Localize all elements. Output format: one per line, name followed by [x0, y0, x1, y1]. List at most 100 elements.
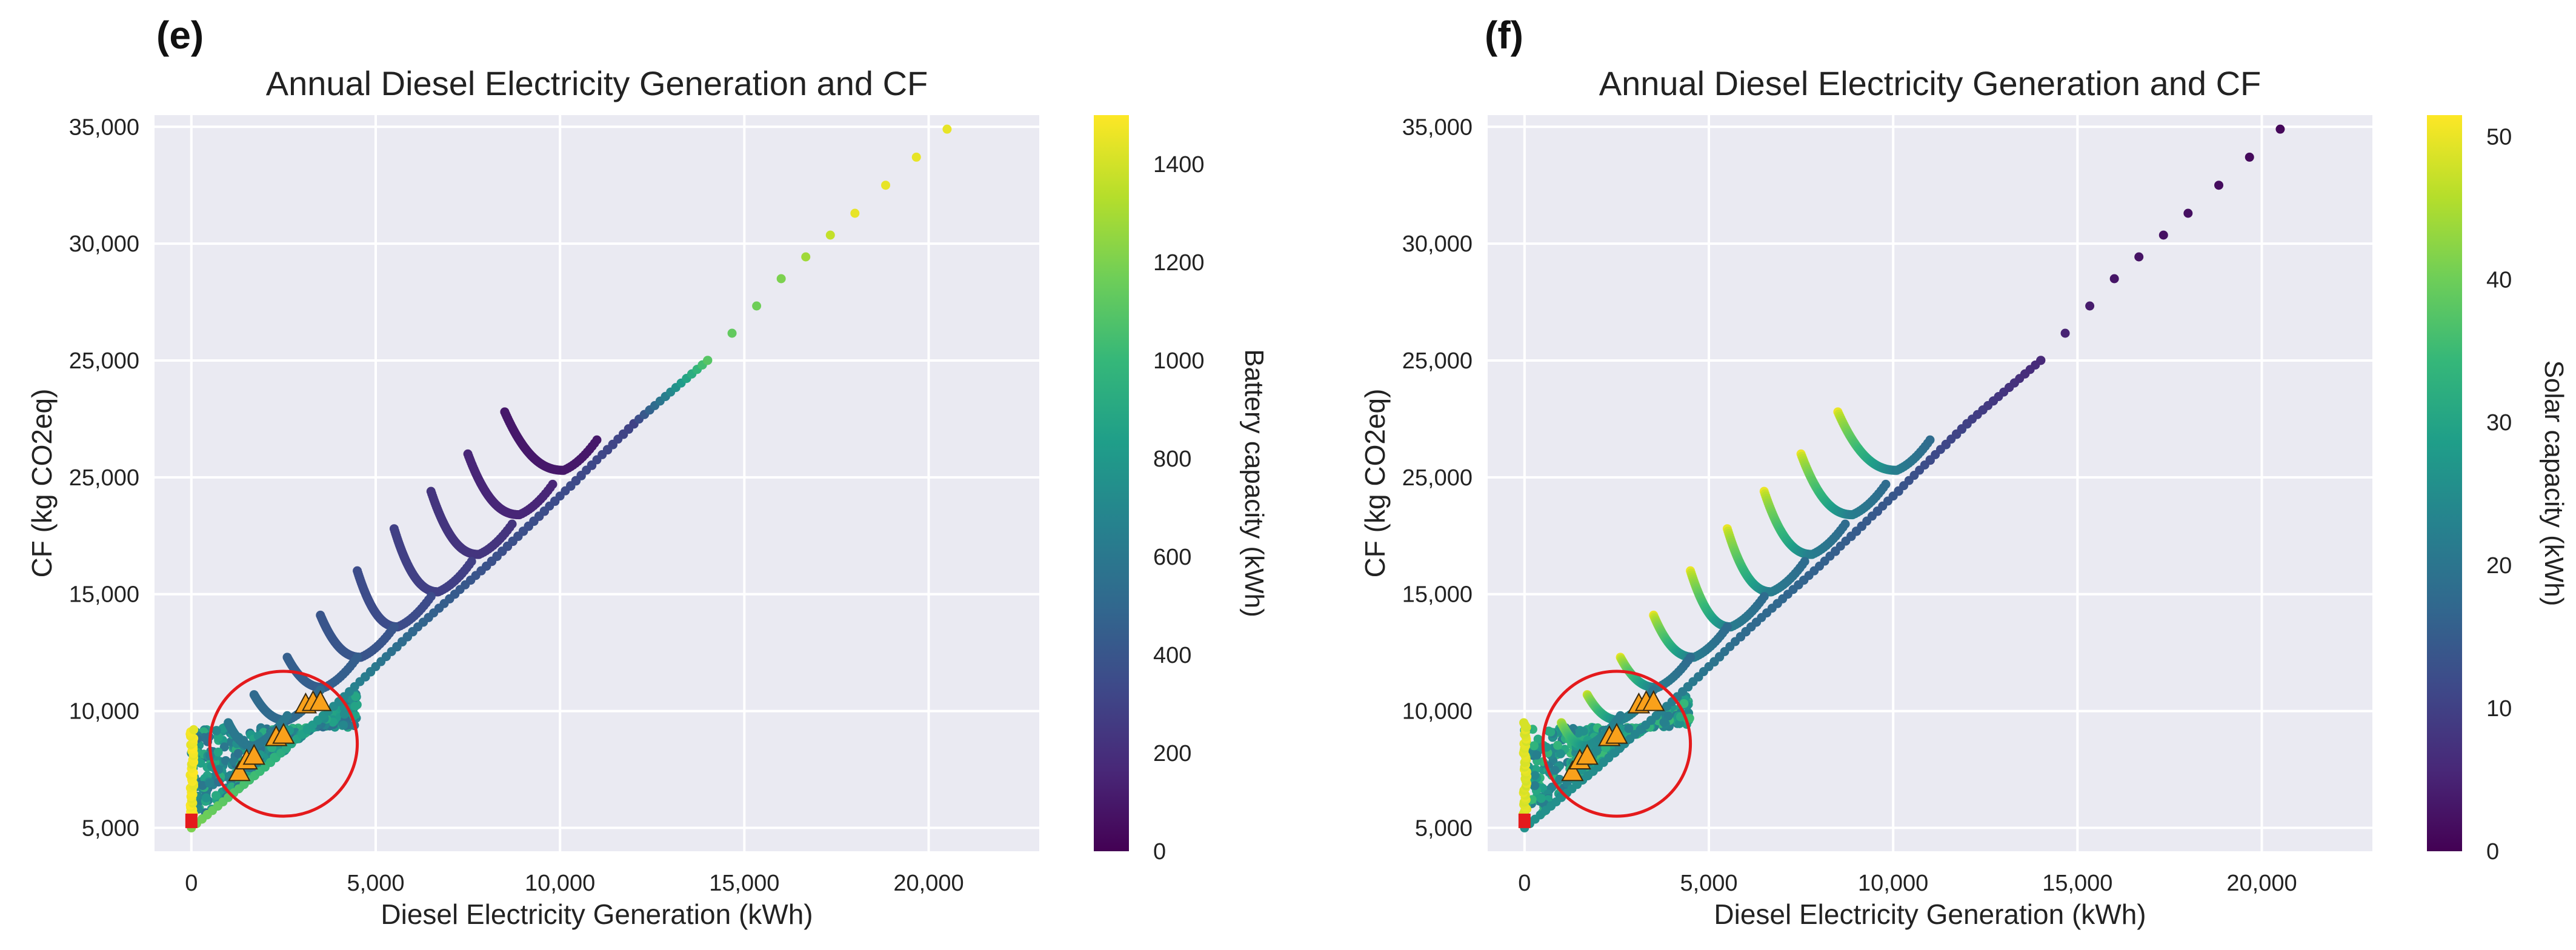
- scatter-point: [353, 653, 362, 662]
- min-point-marker: [1519, 814, 1531, 828]
- scatter-point: [2110, 274, 2119, 284]
- y-tick-label: 30,000: [69, 231, 139, 257]
- y-tick-label: 10,000: [69, 699, 139, 725]
- colorbar-label: Battery capacity (kWh): [1239, 349, 1269, 617]
- x-axis-label: Diesel Electricity Generation (kWh): [381, 899, 813, 930]
- scatter-point: [351, 702, 360, 711]
- scatter-point: [1551, 766, 1560, 775]
- scatter-point: [2061, 329, 2070, 338]
- chart-panel-0: (e)Annual Diesel Electricity Generation …: [26, 13, 1269, 930]
- scatter-point: [2183, 209, 2192, 218]
- x-tick-label: 20,000: [893, 871, 964, 896]
- scatter-point: [850, 209, 859, 218]
- colorbar-tick-label: 1000: [1153, 348, 1205, 374]
- scatter-point: [703, 356, 712, 365]
- colorbar-tick-label: 50: [2486, 124, 2512, 150]
- panel-label: (e): [156, 13, 204, 57]
- scatter-point: [205, 779, 214, 788]
- colorbar-tick-label: 200: [1153, 741, 1191, 766]
- scatter-point: [1760, 592, 1769, 601]
- scatter-point: [1530, 781, 1539, 790]
- colorbar-tick-label: 40: [2486, 267, 2512, 293]
- chart-panel-1: (f) Annual Diesel Electricity Generation …: [1359, 13, 2569, 930]
- scatter-point: [2214, 181, 2223, 190]
- y-tick-label: 5,000: [82, 815, 139, 841]
- scatter-point: [2036, 356, 2045, 365]
- scatter-point: [728, 329, 737, 338]
- scatter-point: [826, 231, 835, 240]
- colorbar-tick-label: 800: [1153, 447, 1191, 472]
- x-tick-label: 5,000: [347, 871, 404, 896]
- x-tick-label: 15,000: [2042, 871, 2112, 896]
- scatter-point: [2134, 253, 2143, 262]
- x-tick-label: 15,000: [709, 871, 779, 896]
- scatter-point: [234, 749, 243, 758]
- scatter-point: [1841, 520, 1850, 529]
- y-tick-label: 25,000: [69, 465, 139, 491]
- scatter-point: [2085, 302, 2094, 311]
- scatter-point: [2159, 231, 2168, 240]
- scatter-point: [1723, 622, 1732, 631]
- scatter-point: [593, 436, 602, 445]
- colorbar-tick-label: 0: [2486, 839, 2499, 865]
- scatter-point: [942, 125, 951, 134]
- scatter-point: [881, 181, 890, 190]
- scatter-point: [548, 480, 557, 489]
- colorbar-tick-label: 600: [1153, 545, 1191, 570]
- y-tick-label: 10,000: [1402, 699, 1473, 725]
- x-tick-label: 20,000: [2226, 871, 2297, 896]
- colorbar-tick-label: 1200: [1153, 250, 1205, 276]
- scatter-point: [2245, 153, 2254, 162]
- scatter-point: [1533, 751, 1542, 760]
- scatter-point: [2275, 125, 2285, 134]
- scatter-point: [339, 720, 348, 729]
- colorbar-label: Solar capacity (kWh): [2539, 360, 2569, 606]
- y-tick-label: 30,000: [1402, 231, 1473, 257]
- scatter-point: [1616, 711, 1625, 720]
- y-tick-label: 15,000: [69, 582, 139, 608]
- figure-svg: (e) Annual Diesel Electricity Generation …: [0, 0, 2576, 947]
- colorbar-tick-label: 30: [2486, 410, 2512, 436]
- x-tick-label: 5,000: [1680, 871, 1737, 896]
- colorbar: [1094, 115, 1129, 851]
- colorbar-tick-label: 0: [1153, 839, 1166, 865]
- y-tick-label: 25,000: [69, 348, 139, 374]
- colorbar-tick-label: 1400: [1153, 152, 1205, 178]
- scatter-point: [1926, 436, 1935, 445]
- scatter-point: [912, 153, 921, 162]
- x-axis-label: Diesel Electricity Generation (kWh): [1714, 899, 2146, 930]
- colorbar-tick-label: 10: [2486, 696, 2512, 722]
- y-axis-label: CF (kg CO2eq): [1359, 389, 1391, 578]
- scatter-point: [1546, 728, 1555, 737]
- x-tick-label: 0: [185, 871, 198, 896]
- y-tick-label: 25,000: [1402, 465, 1473, 491]
- figure: (e) Annual Diesel Electricity Generation …: [0, 0, 2576, 947]
- min-point-marker: [185, 814, 198, 828]
- scatter-point: [1556, 749, 1565, 759]
- scatter-point: [1686, 653, 1695, 662]
- x-tick-label: 10,000: [1858, 871, 1928, 896]
- y-tick-label: 15,000: [1402, 582, 1473, 608]
- scatter-point: [1529, 741, 1539, 750]
- scatter-point: [467, 557, 476, 566]
- panel-label: (f): [1485, 13, 1523, 57]
- colorbar-tick-label: 20: [2486, 553, 2512, 579]
- scatter-point: [214, 748, 223, 757]
- scatter-point: [777, 274, 786, 284]
- y-tick-label: 35,000: [69, 115, 139, 140]
- scatter-point: [1530, 771, 1539, 780]
- scatter-point: [283, 711, 292, 720]
- scatter-point: [427, 592, 436, 601]
- scatter-point: [752, 302, 761, 311]
- y-axis-label: CF (kg CO2eq): [26, 389, 58, 578]
- scatter-point: [390, 622, 399, 631]
- x-tick-label: 10,000: [525, 871, 595, 896]
- chart-title: Annual Diesel Electricity Generation and…: [1599, 64, 2261, 102]
- scatter-point: [1800, 557, 1809, 566]
- x-tick-label: 0: [1518, 871, 1531, 896]
- colorbar: [2427, 115, 2462, 851]
- y-tick-label: 35,000: [1402, 115, 1473, 140]
- scatter-point: [189, 725, 198, 734]
- scatter-point: [202, 793, 211, 802]
- scatter-point: [211, 791, 221, 800]
